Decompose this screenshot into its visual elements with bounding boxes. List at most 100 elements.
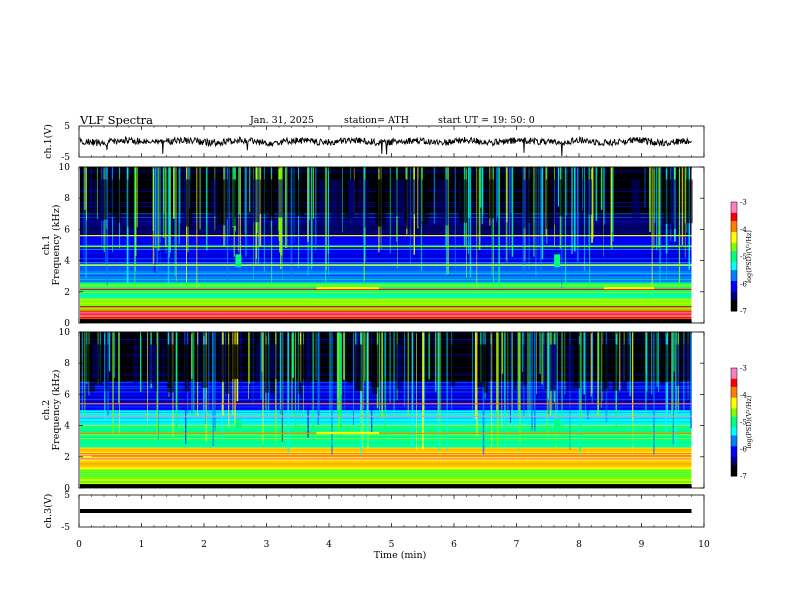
colorbar-swatch [731,256,737,260]
quiet-patch [127,179,134,228]
quiet-patch [676,344,681,386]
colorbar-swatch [731,381,737,385]
quiet-patch [186,179,193,227]
x-tick-label: 9 [639,540,645,550]
sferic-streak [479,167,482,208]
sferic-streak [594,167,596,238]
sferic-streak [173,167,175,219]
spectral-line [80,230,692,232]
sferic-streak [416,332,417,452]
quiet-patch [482,344,490,381]
sferic-streak [393,332,395,412]
sferic-streak [328,167,329,276]
quiet-patch [296,179,304,217]
sferic-streak [435,332,437,392]
narrowband-line [80,288,692,291]
x-tick-label: 3 [264,540,270,550]
quiet-patch [417,179,421,227]
waveform-trace [80,509,692,513]
y-axis-label: Frequency (kHz) [51,370,62,451]
sferic-streak [329,332,331,417]
narrowband-line [80,403,692,405]
spectral-line [80,295,692,297]
colorbar-tick-label: -6 [740,280,747,288]
sferic-streak [510,332,511,423]
sferic-streak [134,167,136,283]
spectral-line [80,279,692,280]
quiet-patch [264,344,269,393]
sferic-streak [81,332,83,422]
y-tick-label: -5 [61,153,70,163]
sferic-streak [501,332,504,374]
spectral-line [80,297,692,299]
sferic-streak [297,167,299,268]
quiet-patch [397,344,403,390]
sferic-streak [506,167,508,223]
sferic-streak [440,332,442,450]
colorbar-tick-label: -3 [740,199,747,207]
spectral-line [80,241,692,243]
sferic-streak [585,332,587,415]
sferic-streak [689,332,692,428]
sferic-streak [583,167,586,271]
sferic-streak [566,167,568,216]
sferic-streak [420,167,423,271]
sferic-streak [291,332,293,413]
sferic-streak [340,332,342,438]
spectral-line [80,318,692,320]
quiet-patch [513,344,517,390]
quiet-patch [194,344,200,383]
waveform-trace [79,135,692,157]
sferic-streak [541,332,544,385]
sferic-streak [248,332,249,399]
spectral-line [80,170,692,172]
quiet-patch [201,344,208,388]
narrowband-line [80,312,692,314]
sferic-streak [509,167,511,252]
narrowband-line [80,415,692,417]
quiet-patch [218,344,224,383]
spectral-line [80,293,692,295]
sferic-streak [684,167,686,258]
sferic-streak [367,332,369,448]
sferic-streak [589,167,591,292]
y-tick-label: -5 [61,523,70,533]
colorbar-tick-label: -5 [740,253,747,261]
sferic-streak [159,167,161,277]
colorbar-swatch [731,435,737,439]
quiet-patch [378,179,386,227]
ch3-waveform-panel: 5 -5 ch.3(V) [43,491,705,533]
sferic-streak [337,332,340,415]
sferic-streak [476,167,478,289]
quiet-patch [624,344,630,382]
spectrogram-image [80,331,692,488]
y-axis-channel-label: ch.1 [41,235,52,256]
colorbar-label: log(PSD)(V²/Hz) [745,230,753,283]
sferic-streak [505,167,507,261]
sferic-streak [139,332,142,392]
sferic-streak [481,167,483,225]
burst-marker [235,254,242,267]
spectral-line [80,316,692,318]
start-time-label: start UT = 19: 50: 0 [438,115,535,126]
band-segment [316,431,379,434]
quiet-patch [298,344,302,394]
colorbar-tick-label: -5 [740,419,747,427]
quiet-patch [552,179,557,225]
sferic-streak [587,332,589,419]
sferic-streak [511,332,513,428]
sferic-streak [546,332,549,437]
sferic-streak [325,167,327,286]
quiet-patch [104,344,109,392]
colorbar-swatch [731,278,737,282]
station-label: station= ATH [344,115,409,126]
colorbar-swatch [731,207,737,211]
sferic-streak [152,167,155,264]
colorbar-swatch [731,242,737,247]
sferic-streak [618,332,621,391]
y-tick-label: 0 [64,319,70,329]
quiet-patch [573,344,581,389]
quiet-patch [89,179,93,222]
sferic-streak [165,167,167,254]
quiet-patch [347,344,353,384]
